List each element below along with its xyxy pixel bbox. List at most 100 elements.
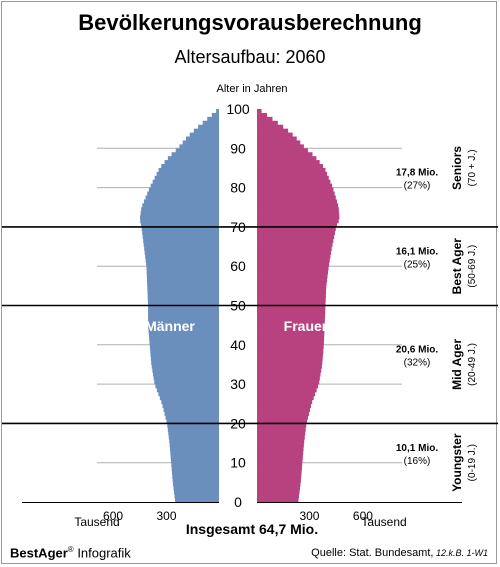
chart-subtitle: Altersaufbau: 2060 — [174, 47, 326, 67]
page-title: Bevölkerungsvorausberechnung — [78, 10, 422, 35]
bar-male — [156, 388, 219, 393]
bar-female — [257, 191, 335, 196]
bar-male — [148, 321, 219, 326]
bar-female — [257, 242, 333, 247]
brand-suffix: Infografik — [73, 545, 131, 561]
bar-female — [257, 329, 325, 334]
bar-female — [257, 360, 323, 365]
bar-female — [257, 427, 306, 432]
bar-male — [142, 234, 219, 240]
bar-female — [257, 262, 330, 267]
bar-female — [257, 160, 320, 165]
bar-male — [144, 246, 219, 251]
bar-female — [257, 494, 299, 499]
segment-share: (16%) — [404, 456, 431, 467]
brand-name: BestAger — [10, 545, 68, 561]
bar-female — [257, 470, 302, 475]
bar-female — [257, 250, 332, 255]
segment-range: (20-49 J.) — [467, 343, 478, 386]
bar-female — [257, 167, 326, 173]
bar-male — [175, 498, 219, 503]
segment-value: 16,1 Mio. — [396, 246, 438, 257]
series-label-right: Frauen — [284, 318, 331, 334]
bar-female — [257, 419, 307, 424]
y-axis-title: Alter in Jahren — [216, 83, 288, 95]
segment-share: (32%) — [404, 358, 431, 369]
bar-male — [143, 242, 219, 247]
bar-female — [257, 305, 326, 310]
bar-female — [257, 356, 323, 361]
bar-female — [257, 458, 303, 464]
bar-male — [141, 207, 219, 212]
bar-female — [257, 164, 323, 169]
bar-female — [257, 376, 320, 381]
bar-male — [150, 183, 219, 188]
bar-female — [257, 431, 306, 436]
bar-female — [257, 439, 305, 444]
bar-female — [257, 254, 331, 259]
bar-female — [257, 281, 327, 287]
segment-range: (0-19 J.) — [467, 444, 478, 481]
bar-male — [154, 175, 219, 181]
bar-female — [257, 395, 314, 401]
bar-female — [257, 199, 337, 204]
bar-female — [257, 454, 303, 460]
bar-female — [257, 443, 304, 448]
bar-male — [172, 474, 219, 479]
bar-male — [148, 305, 219, 310]
bar-female — [257, 183, 333, 188]
bar-female — [257, 321, 325, 326]
bar-female — [257, 348, 324, 354]
bar-female — [257, 498, 299, 503]
bar-male — [164, 411, 219, 416]
bar-male — [211, 112, 219, 118]
bar-female — [257, 415, 308, 420]
bar-female — [257, 297, 326, 302]
bar-female — [257, 309, 326, 314]
bar-female — [257, 266, 329, 271]
bar-female — [257, 446, 304, 452]
bar-male — [153, 372, 219, 377]
bar-male — [152, 368, 219, 373]
segment-range: (50-69 J.) — [467, 245, 478, 288]
bar-male — [142, 230, 219, 236]
bar-male — [173, 482, 219, 487]
bar-male — [171, 466, 219, 471]
bar-male — [156, 171, 219, 177]
bar-female — [257, 238, 334, 243]
bar-female — [257, 277, 328, 283]
bar-female — [257, 340, 324, 346]
bar-female — [257, 112, 268, 118]
bar-female — [257, 344, 324, 350]
bar-male — [140, 219, 219, 224]
bar-male — [148, 313, 219, 318]
bar-female — [257, 132, 293, 137]
bar-male — [148, 325, 219, 330]
bar-female — [257, 179, 331, 185]
bar-male — [168, 435, 219, 440]
bar-male — [148, 317, 219, 322]
bar-male — [172, 478, 219, 483]
bar-male — [147, 285, 219, 291]
bar-female — [257, 474, 302, 479]
bar-male — [167, 156, 219, 161]
bar-female — [257, 116, 273, 122]
bar-female — [257, 333, 325, 338]
bar-male — [153, 376, 219, 381]
y-tick-label: 100 — [226, 101, 250, 117]
bar-female — [257, 368, 322, 373]
source-text: Quelle: Stat. Bundesamt, — [311, 547, 434, 559]
bar-male — [171, 470, 219, 475]
total-population: Insgesamt 64,7 Mio. — [185, 521, 319, 537]
bar-male — [151, 360, 219, 365]
bar-male — [147, 301, 219, 306]
bar-male — [149, 344, 219, 350]
bar-male — [141, 222, 219, 228]
bar-female — [257, 195, 336, 200]
bar-female — [257, 482, 301, 487]
bar-female — [257, 486, 300, 491]
bar-male — [146, 266, 219, 271]
bar-male — [144, 250, 219, 255]
bar-male — [182, 140, 219, 145]
bar-female — [257, 187, 334, 192]
